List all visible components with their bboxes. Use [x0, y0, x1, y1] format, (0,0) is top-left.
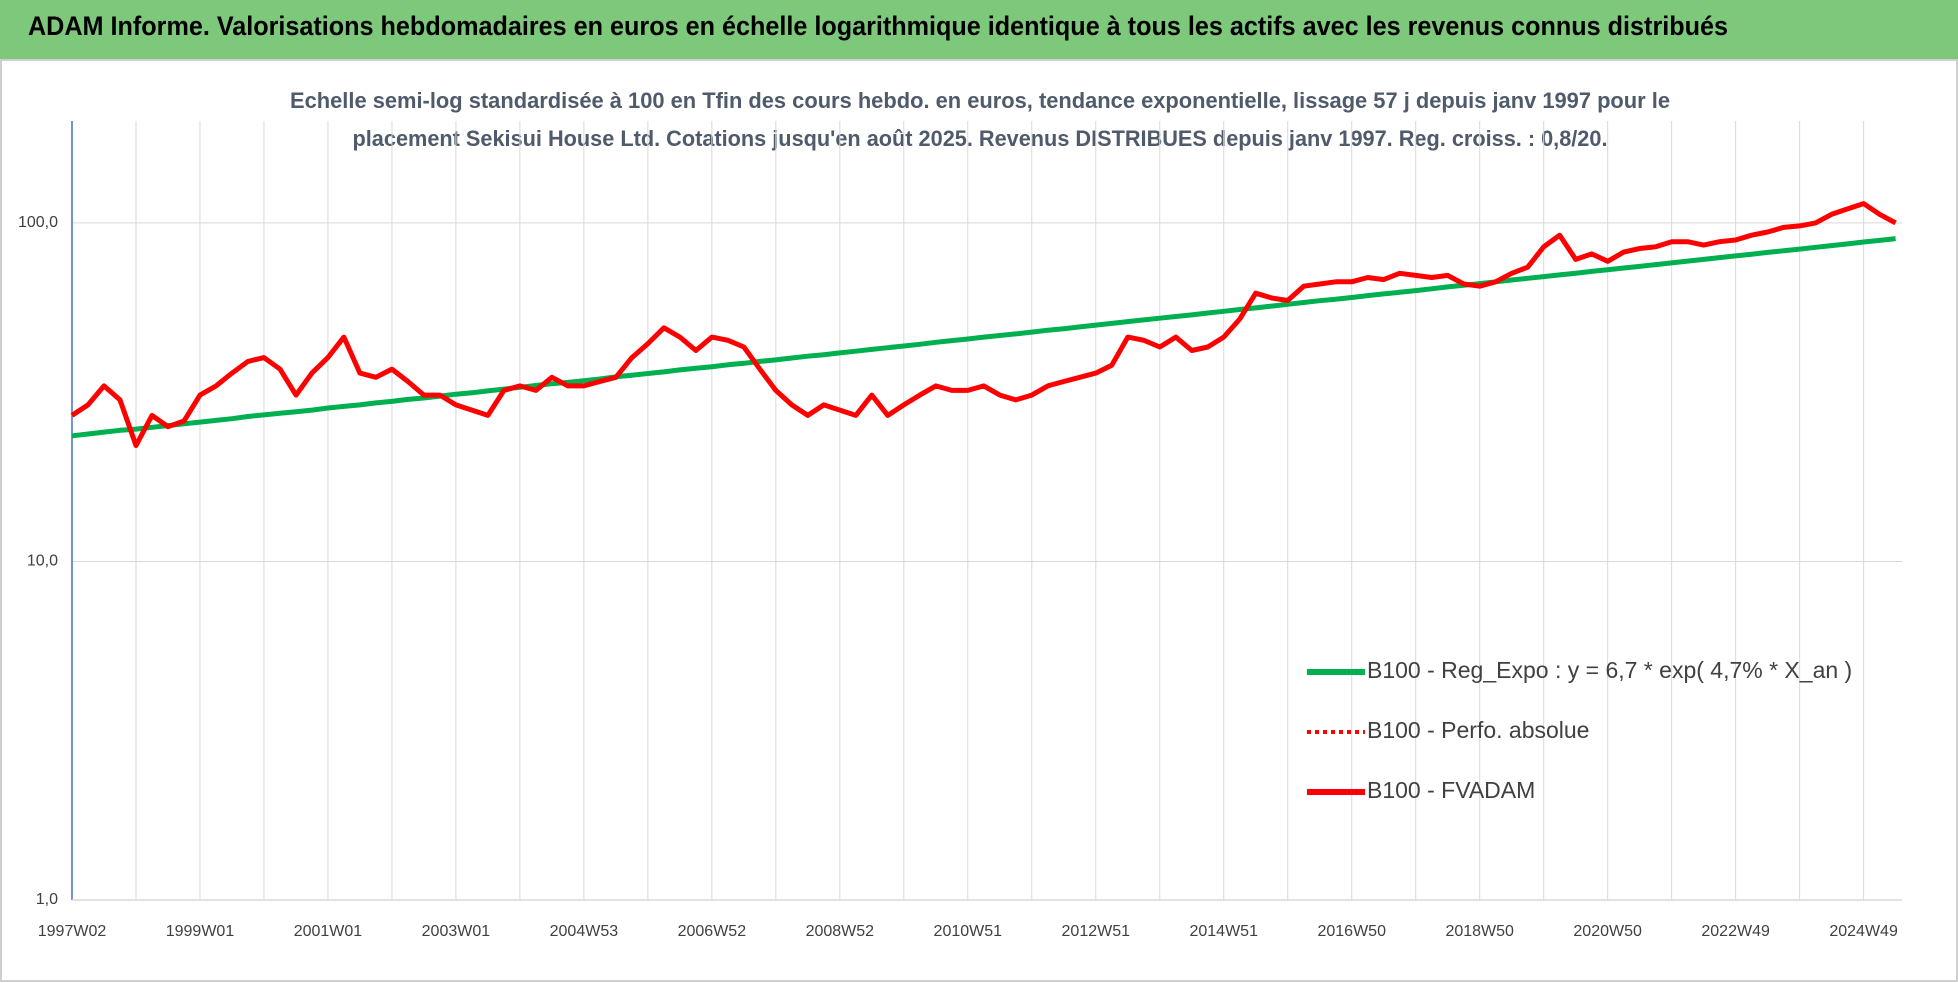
x-tick-label: 2016W50	[1317, 923, 1386, 940]
x-tick-label: 2010W51	[934, 923, 1003, 940]
y-tick-label: 1,0	[36, 891, 58, 908]
legend-label: B100 - Reg_Expo : y = 6,7 * exp( 4,7% * …	[1367, 657, 1852, 683]
x-tick-label: 2020W50	[1573, 923, 1642, 940]
x-tick-label: 2018W50	[1445, 923, 1514, 940]
x-tick-label: 2004W53	[550, 923, 619, 940]
x-tick-label: 1997W02	[38, 923, 107, 940]
x-tick-label: 1999W01	[166, 923, 235, 940]
x-tick-label: 2008W52	[806, 923, 875, 940]
x-tick-label: 2014W51	[1189, 923, 1258, 940]
chart-subtitle: Echelle semi-log standardisée à 100 en T…	[290, 88, 1670, 113]
y-tick-label: 10,0	[27, 553, 58, 570]
header-bar	[0, 0, 1958, 60]
chart-subtitle: placement Sekisui House Ltd. Cotations j…	[353, 126, 1608, 151]
legend-label: B100 - FVADAM	[1367, 777, 1535, 803]
series-line	[71, 236, 1896, 439]
chart-frame	[0, 59, 1958, 982]
x-tick-label: 2006W52	[678, 923, 747, 940]
x-tick-label: 2022W49	[1701, 923, 1770, 940]
y-tick-label: 100,0	[18, 214, 58, 231]
legend-label: B100 - Perfo. absolue	[1367, 717, 1589, 743]
x-tick-label: 2001W01	[294, 923, 363, 940]
chart-title: ADAM Informe. Valorisations hebdomadaire…	[28, 11, 1728, 41]
x-tick-label: 2024W49	[1829, 923, 1898, 940]
series-line	[70, 201, 1897, 448]
x-tick-label: 2012W51	[1062, 923, 1131, 940]
x-tick-label: 2003W01	[422, 923, 491, 940]
